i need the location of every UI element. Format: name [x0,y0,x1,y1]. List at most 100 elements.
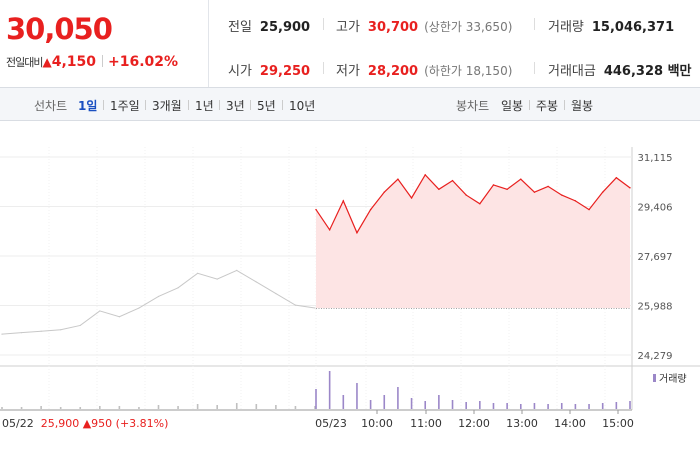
volume-bar [397,387,399,409]
divider [102,55,104,67]
today-point [574,200,577,202]
today-point [438,188,440,190]
x-tick-label: 14:00 [554,417,586,430]
y-tick-label: 24,279 [638,351,673,362]
x-tick-label: 12:00 [458,417,490,430]
volume-bar [275,405,277,409]
x-tick-label: 15:00 [602,417,634,430]
prev-day-point [1,333,3,335]
today-area [316,174,630,309]
prev-day-point [294,304,297,306]
today-point [465,194,467,196]
today-point [615,177,618,179]
volume-bar [294,406,297,409]
today-point [383,191,385,193]
price-change: 전일대비▲4,150 +16.02% [6,54,178,70]
current-price-box: 30,050 전일대비▲4,150 +16.02% [0,0,209,87]
volume-bar [59,407,62,409]
volume-bar [342,395,345,409]
stat-volume: 거래량 15,046,371 [548,20,675,35]
period-1y[interactable]: 1년 [195,99,214,113]
today-point [451,179,454,182]
volume-legend-label: 거래량 [659,373,687,385]
volume-bar [547,404,549,409]
period-1w[interactable]: 1주일 [110,99,140,113]
today-point [561,194,563,196]
volume-bar [99,406,101,409]
prev-day-point [216,278,218,280]
candle-daily[interactable]: 일봉 [501,99,524,113]
prev-day-info: 05/22 25,900 ▲950 (+3.81%) [2,417,168,430]
volume-bar [451,400,454,409]
period-10y[interactable]: 10년 [289,99,316,113]
prev-day-info-part: 950 [91,417,112,430]
candle-weekly[interactable]: 주봉 [536,99,559,113]
volume-bar [533,403,536,409]
volume-bar [177,406,179,409]
period-1d[interactable]: 1일 [78,99,98,113]
period-3m[interactable]: 3개월 [152,99,182,113]
today-point [328,229,331,231]
prev-day-point [118,316,120,318]
prev-day-info-part: ▲ [83,417,92,430]
today-point [479,203,481,205]
prev-day-point [20,332,23,334]
candle-chart-label: 봉차트 [456,99,490,113]
volume-bar [79,407,82,409]
volume-legend-swatch [653,374,656,382]
today-point [369,208,372,211]
chart-toolbar: 선차트 1일 1주일 3개월 1년 3년 5년 10년 봉차트 일봉 주봉 월봉 [0,88,700,121]
today-point [629,187,631,189]
stat-prev-close: 전일 25,900 [228,20,311,35]
today-line [315,173,631,235]
volume-bar [216,405,218,409]
prev-day-point [157,295,160,298]
x-tick-label: 13:00 [506,417,538,430]
prev-day-point [177,287,179,289]
volume-bar [479,401,481,409]
prev-day-point [138,307,140,309]
period-3y[interactable]: 3년 [226,99,245,113]
stat-amount: 거래대금 446,328 백만 [548,64,692,79]
volume-bar [506,403,508,409]
volume-bar [383,395,386,409]
volume-bar [629,401,631,409]
current-price: 30,050 [6,12,113,46]
volume-bar [20,407,23,409]
volume-bar [40,406,42,409]
volume-bar [235,403,238,409]
today-point [410,197,413,199]
divider [323,62,324,74]
line-chart-label: 선차트 [34,99,68,113]
today-point [315,208,317,211]
prev-day-point [99,310,101,312]
prev-day-info-part: 05/22 [2,417,34,430]
x-tick-label: 05/23 [315,417,347,430]
today-point [506,188,508,190]
volume-bar [615,402,618,409]
y-tick-label: 25,988 [638,302,673,313]
divider [534,18,535,30]
x-tick-label: 11:00 [410,417,442,430]
today-point [588,208,590,211]
today-point [601,191,604,193]
prev-day-point [255,281,257,283]
volume-bar [560,403,563,409]
period-5y[interactable]: 5년 [257,99,276,113]
volume-bar [315,389,317,409]
change-value: 4,150 [51,54,97,70]
volume-bar [328,371,331,409]
volume-bar [574,404,577,409]
stat-high: 고가 30,700 (상한가 33,650) [336,20,513,35]
volume-bar [314,406,316,409]
up-arrow-icon: ▲ [42,55,52,69]
volume-bar [138,407,140,409]
volume-bar [356,383,358,409]
stat-low: 저가 28,200 (하한가 18,150) [336,64,513,79]
volume-bar [424,401,427,409]
today-point [356,232,358,234]
today-point [424,174,426,176]
volume-bar [410,398,413,409]
candle-monthly[interactable]: 월봉 [571,99,594,113]
